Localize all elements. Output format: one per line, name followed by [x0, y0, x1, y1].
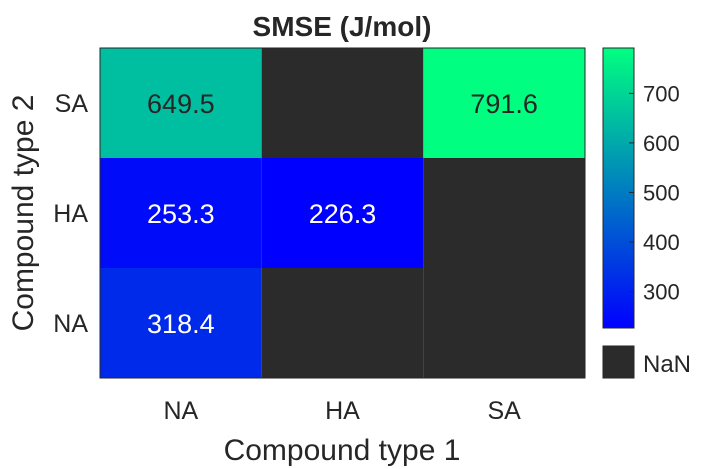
heatmap-cell — [423, 48, 585, 158]
chart-title: SMSE (J/mol) — [253, 11, 432, 42]
x-tick-label: HA — [325, 397, 360, 425]
heatmap-cell — [100, 48, 262, 158]
x-axis-label: Compound type 1 — [224, 434, 461, 467]
y-axis-label: Compound type 2 — [7, 95, 40, 332]
x-tick-labels: NA HA SA — [163, 397, 521, 425]
colorbar-tick-label: 600 — [643, 131, 680, 156]
heatmap-cell — [261, 158, 424, 268]
heatmap-cells: 649.5 791.6 253.3 226.3 318.4 — [100, 48, 585, 378]
colorbar-tick-label: 400 — [643, 230, 680, 255]
nan-swatch — [602, 345, 635, 379]
cell-value-label: 318.4 — [147, 309, 215, 339]
cell-value-label: 649.5 — [147, 89, 215, 119]
colorbar-tick-label: 300 — [643, 279, 680, 304]
plot-frame — [99, 47, 586, 379]
colorbar — [602, 47, 635, 329]
y-tick-label: NA — [53, 310, 88, 338]
heatmap-cell — [423, 268, 585, 378]
heatmap-cell — [261, 48, 424, 158]
y-tick-label: SA — [55, 90, 89, 118]
x-tick-label: SA — [487, 397, 521, 425]
heatmap-cell — [100, 268, 262, 378]
colorbar-ticks: 300 400 500 600 700 — [629, 81, 680, 304]
y-tick-labels: SA HA NA — [53, 90, 88, 338]
colorbar-tick-label: 700 — [643, 81, 680, 106]
y-tick-label: HA — [53, 200, 88, 228]
cell-value-label: 226.3 — [309, 199, 377, 229]
nan-label: NaN — [643, 351, 691, 378]
heatmap-cell — [261, 268, 424, 378]
heatmap-cell — [423, 158, 585, 268]
x-tick-label: NA — [163, 397, 198, 425]
heatmap-cell — [100, 158, 262, 268]
cell-value-label: 791.6 — [470, 89, 538, 119]
cell-value-label: 253.3 — [147, 199, 215, 229]
colorbar-tick-label: 500 — [643, 180, 680, 205]
